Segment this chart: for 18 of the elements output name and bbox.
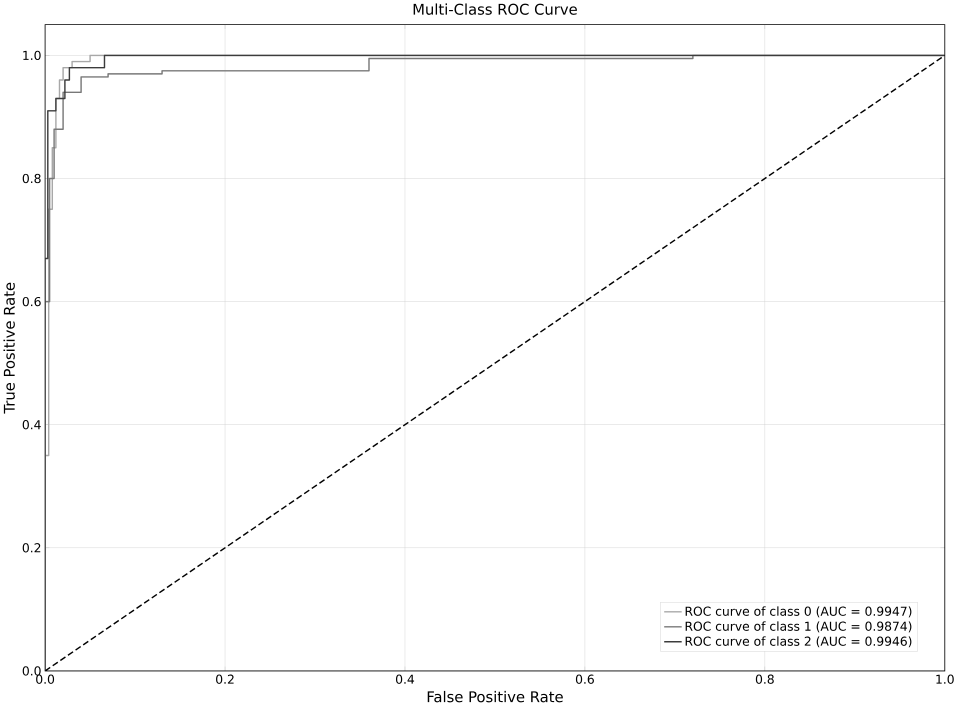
legend-label: ROC curve of class 0 (AUC = 0.9947): [686, 606, 912, 618]
x-tick-label: 0.4: [396, 674, 414, 684]
legend-label: ROC curve of class 2 (AUC = 0.9946): [686, 636, 912, 648]
x-tick-label: 1.0: [936, 674, 954, 684]
x-axis-title: False Positive Rate: [428, 691, 563, 702]
y-tick-label: 0.6: [22, 297, 41, 306]
y-axis-title: True Positive Rate: [3, 282, 15, 414]
y-tick-label: 0.2: [22, 543, 40, 553]
y-tick-label: 1.0: [23, 50, 41, 60]
x-tick-label: 0.8: [756, 674, 774, 684]
y-tick-label: 0.4: [22, 420, 41, 430]
x-tick-label: 0.2: [216, 674, 234, 684]
x-tick-label: 0.0: [36, 674, 54, 684]
y-tick-label: 0.8: [22, 174, 41, 184]
legend-label: ROC curve of class 1 (AUC = 0.9874): [686, 621, 912, 632]
y-tick-label: 0.0: [22, 666, 41, 676]
chart-title: Multi-Class ROC Curve: [414, 4, 577, 15]
x-tick-label: 0.6: [576, 674, 594, 684]
